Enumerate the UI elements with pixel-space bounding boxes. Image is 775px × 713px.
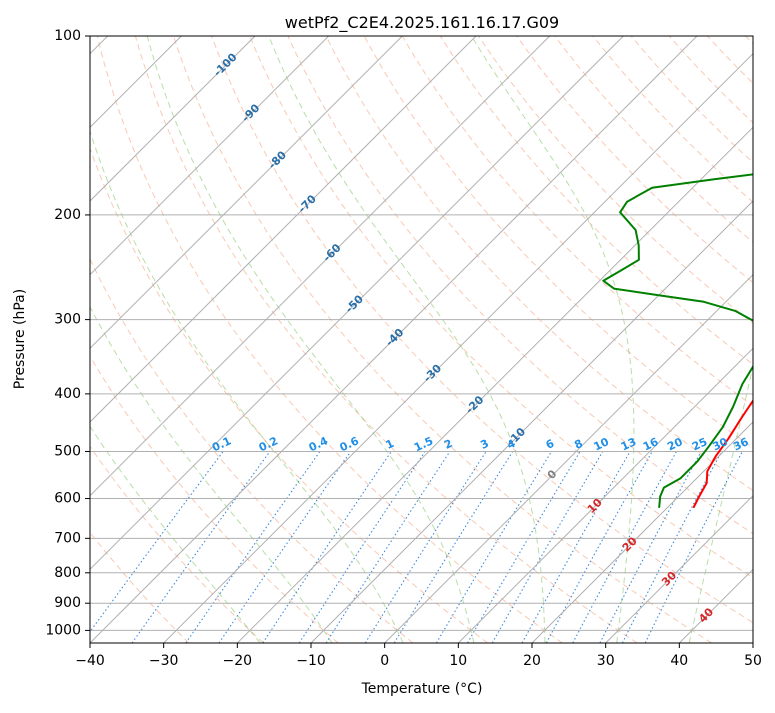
mixing-ratio-label: 13 xyxy=(619,435,638,453)
dry-adiabat xyxy=(0,36,189,643)
moist-adiabat xyxy=(472,36,634,643)
x-tick-label: 30 xyxy=(597,653,615,669)
y-tick-label: 500 xyxy=(54,444,81,460)
y-tick-label: 200 xyxy=(54,207,81,223)
dry-adiabat xyxy=(440,36,775,643)
isotherm-line xyxy=(16,36,623,643)
y-axis-label: Pressure (hPa) xyxy=(12,289,28,389)
mixing-ratio-line xyxy=(645,452,742,644)
x-tick-label: 0 xyxy=(380,653,389,669)
mixing-ratio-line xyxy=(468,452,581,644)
isotherm-line xyxy=(0,36,402,643)
dry-adiabat xyxy=(746,36,775,643)
isotherm-label: -80 xyxy=(266,148,289,171)
x-tick-label: −10 xyxy=(296,653,326,669)
isotherm-label: 0 xyxy=(545,467,560,482)
moist-adiabat xyxy=(7,36,332,643)
mixing-ratio-label: 10 xyxy=(592,435,612,453)
mixing-ratio-line xyxy=(82,452,223,644)
dry-adiabat xyxy=(669,36,775,643)
mixing-ratio-label: 6 xyxy=(544,437,557,452)
isotherm-line xyxy=(0,36,255,643)
mixing-ratio-line xyxy=(436,452,551,644)
y-tick-label: 700 xyxy=(54,530,81,546)
mixing-ratio-label: 2 xyxy=(442,437,454,452)
x-tick-label: 20 xyxy=(523,653,541,669)
dry-adiabat xyxy=(21,36,413,643)
x-tick-label: −30 xyxy=(149,653,179,669)
dry-adiabat xyxy=(517,36,775,643)
isotherm-line xyxy=(164,36,771,643)
isotherm-line xyxy=(458,36,775,643)
plot-frame xyxy=(90,36,753,643)
y-tick-label: 900 xyxy=(54,595,81,611)
x-tick-label: 10 xyxy=(449,653,467,669)
isotherm-line xyxy=(311,36,775,643)
temperature-profile xyxy=(694,36,775,507)
mixing-ratio-label: 16 xyxy=(641,435,661,453)
dry-adiabat xyxy=(97,36,562,643)
dry-adiabat xyxy=(555,36,775,643)
y-tick-label: 300 xyxy=(54,312,81,328)
isotherm-label: -20 xyxy=(463,393,486,416)
moist-adiabat xyxy=(269,36,545,643)
x-tick-label: 40 xyxy=(670,653,688,669)
mixing-ratio-line xyxy=(132,452,270,644)
y-tick-label: 1000 xyxy=(45,622,81,638)
chart-title: wetPf2_C2E4.2025.161.16.17.G09 xyxy=(285,13,559,33)
mixing-ratio-label: 36 xyxy=(731,435,751,453)
mixing-ratio-label: 20 xyxy=(665,435,685,453)
mixing-ratio-line xyxy=(365,452,486,644)
x-axis-label: Temperature (°C) xyxy=(361,681,483,697)
x-tick-label: −40 xyxy=(75,653,105,669)
moist-adiabat xyxy=(66,36,403,643)
dry-adiabat xyxy=(212,36,775,643)
dry-adiabat xyxy=(707,36,775,643)
dry-adiabat xyxy=(59,36,488,643)
plot-area: -100-90-80-70-60-50-40-30-20-10010203040… xyxy=(0,36,775,643)
dry-adiabat xyxy=(593,36,775,643)
mixing-ratio-label: 3 xyxy=(478,437,490,452)
isotherm-line xyxy=(237,36,775,643)
x-tick-label: −20 xyxy=(223,653,253,669)
isotherm-line xyxy=(532,36,775,643)
mixing-ratio-line xyxy=(522,452,630,644)
mixing-ratio-label: 30 xyxy=(711,435,731,453)
mixing-ratio-line xyxy=(326,452,450,644)
mixing-ratio-line xyxy=(219,452,351,644)
isotherm-line xyxy=(753,36,775,643)
y-tick-label: 800 xyxy=(54,565,81,581)
x-tick-label: 50 xyxy=(744,653,762,669)
dry-adiabat xyxy=(0,36,263,643)
mixing-ratio-line xyxy=(600,452,701,644)
moist-adiabat xyxy=(147,36,474,643)
moist-adiabat xyxy=(689,36,775,643)
moist-adiabat xyxy=(0,36,260,643)
y-tick-label: 600 xyxy=(54,491,81,507)
y-tick-label: 400 xyxy=(54,386,81,402)
isotherm-line xyxy=(385,36,775,643)
dry-adiabat xyxy=(0,36,338,643)
isotherm-label: 40 xyxy=(696,605,716,625)
y-tick-label: 100 xyxy=(54,28,81,44)
isotherm-line xyxy=(679,36,775,643)
